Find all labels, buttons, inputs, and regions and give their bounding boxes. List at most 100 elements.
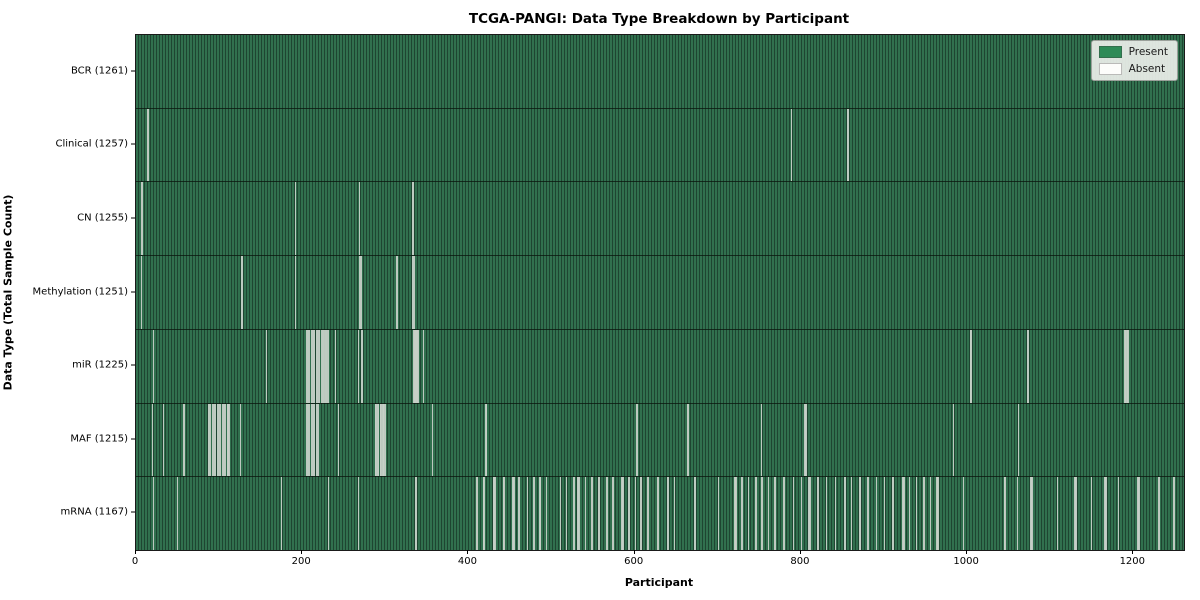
absent-stripe bbox=[970, 329, 972, 403]
absent-stripe bbox=[327, 329, 329, 403]
absent-stripe bbox=[952, 403, 955, 477]
absent-stripe bbox=[396, 256, 398, 329]
y-tick-label: Methylation (1251) bbox=[32, 286, 128, 297]
absent-stripe bbox=[377, 403, 379, 477]
absent-stripe bbox=[219, 403, 222, 477]
absent-stripe bbox=[151, 403, 154, 477]
absent-stripe bbox=[1125, 329, 1128, 403]
absent-stripe bbox=[936, 477, 938, 551]
absent-stripe bbox=[908, 477, 911, 551]
absent-stripe bbox=[380, 403, 382, 477]
absent-stripe bbox=[761, 477, 764, 551]
absent-stripe bbox=[493, 477, 495, 551]
absent-stripe bbox=[503, 477, 505, 551]
x-tick-label: 400 bbox=[457, 556, 477, 567]
x-tick-mark bbox=[633, 550, 635, 554]
absent-stripe bbox=[312, 329, 314, 403]
absent-stripe bbox=[565, 477, 568, 551]
x-tick-area: 0 200 400 600 800 1000 1200 bbox=[131, 550, 1183, 580]
absent-stripe bbox=[320, 329, 322, 403]
absent-stripe bbox=[962, 477, 965, 551]
absent-stripe bbox=[431, 403, 434, 477]
absent-stripe bbox=[494, 477, 496, 551]
absent-stripe bbox=[308, 403, 311, 477]
absent-stripe bbox=[573, 477, 575, 551]
x-tick-label: 0 bbox=[131, 556, 139, 567]
absent-stripe bbox=[337, 403, 340, 477]
absent-stripe bbox=[545, 477, 548, 551]
y-tick-label: BCR (1261) bbox=[70, 65, 128, 77]
absent-stripe bbox=[307, 329, 309, 403]
absent-stripe bbox=[152, 329, 155, 403]
absent-stripe bbox=[825, 477, 828, 551]
absent-stripe bbox=[485, 403, 488, 477]
absent-stripe bbox=[412, 329, 415, 403]
absent-stripe bbox=[1004, 477, 1006, 551]
absent-stripe bbox=[539, 477, 541, 551]
absent-stripe bbox=[183, 403, 185, 477]
absent-stripe bbox=[809, 477, 811, 551]
absent-stripe bbox=[208, 403, 210, 477]
absent-stripe bbox=[533, 477, 535, 551]
absent-stripe bbox=[1026, 329, 1029, 403]
absent-stripe bbox=[1124, 329, 1127, 403]
absent-stripe bbox=[1158, 477, 1160, 551]
absent-stripe bbox=[317, 403, 319, 477]
heatmap-row-mir bbox=[136, 329, 1184, 404]
absent-stripe bbox=[1003, 477, 1006, 551]
absent-stripe bbox=[325, 329, 327, 403]
absent-stripe bbox=[526, 477, 529, 551]
absent-stripe bbox=[140, 256, 143, 329]
legend-item-absent: Absent bbox=[1098, 63, 1168, 75]
absent-stripe bbox=[694, 477, 696, 551]
y-tick-mark bbox=[131, 143, 135, 145]
absent-stripe bbox=[577, 477, 579, 551]
absent-stripe bbox=[1075, 477, 1077, 551]
absent-stripe bbox=[147, 108, 150, 182]
absent-stripe bbox=[146, 108, 149, 182]
absent-stripe bbox=[1027, 329, 1030, 403]
absent-stripe bbox=[760, 477, 763, 551]
x-tick-mark bbox=[135, 550, 136, 554]
absent-stripe bbox=[1124, 329, 1126, 403]
absent-stripe bbox=[414, 329, 416, 403]
absent-stripe bbox=[216, 403, 219, 477]
absent-stripe bbox=[221, 403, 224, 477]
chart-title: TCGA-PANGI: Data Type Breakdown by Parti… bbox=[468, 11, 850, 27]
absent-stripe bbox=[240, 256, 243, 329]
absent-stripe bbox=[323, 329, 326, 403]
heatmap-row-cn bbox=[136, 182, 1184, 257]
absent-stripe bbox=[412, 182, 415, 256]
absent-stripe bbox=[416, 329, 419, 403]
absent-stripe bbox=[307, 403, 309, 477]
absent-stripe bbox=[422, 329, 425, 403]
absent-stripe bbox=[482, 477, 485, 551]
absent-stripe bbox=[636, 403, 638, 477]
y-tick-mark bbox=[131, 70, 135, 72]
absent-stripe bbox=[384, 403, 386, 477]
absent-stripe bbox=[598, 477, 600, 551]
absent-stripe bbox=[612, 477, 614, 551]
absent-stripe bbox=[606, 477, 608, 551]
absent-stripe bbox=[358, 182, 361, 256]
absent-stripe bbox=[223, 403, 225, 477]
absent-stripe bbox=[162, 403, 165, 477]
absent-stripe bbox=[1126, 329, 1129, 403]
absent-stripe bbox=[741, 477, 743, 551]
absent-stripe bbox=[774, 477, 776, 551]
absent-stripe bbox=[667, 477, 669, 551]
absent-swatch bbox=[1098, 63, 1122, 75]
absent-stripe bbox=[327, 477, 330, 551]
absent-stripe bbox=[850, 477, 853, 551]
absent-stripe bbox=[241, 256, 244, 329]
absent-stripe bbox=[734, 477, 736, 551]
absent-stripe bbox=[790, 108, 793, 182]
absent-stripe bbox=[673, 477, 676, 551]
absent-stripe bbox=[310, 403, 313, 477]
y-tick-label: MAF (1215) bbox=[70, 433, 128, 445]
absent-stripe bbox=[475, 477, 478, 551]
absent-stripe bbox=[360, 256, 362, 329]
absent-stripe bbox=[413, 256, 416, 329]
absent-stripe bbox=[492, 477, 495, 551]
absent-stripe bbox=[747, 477, 750, 551]
